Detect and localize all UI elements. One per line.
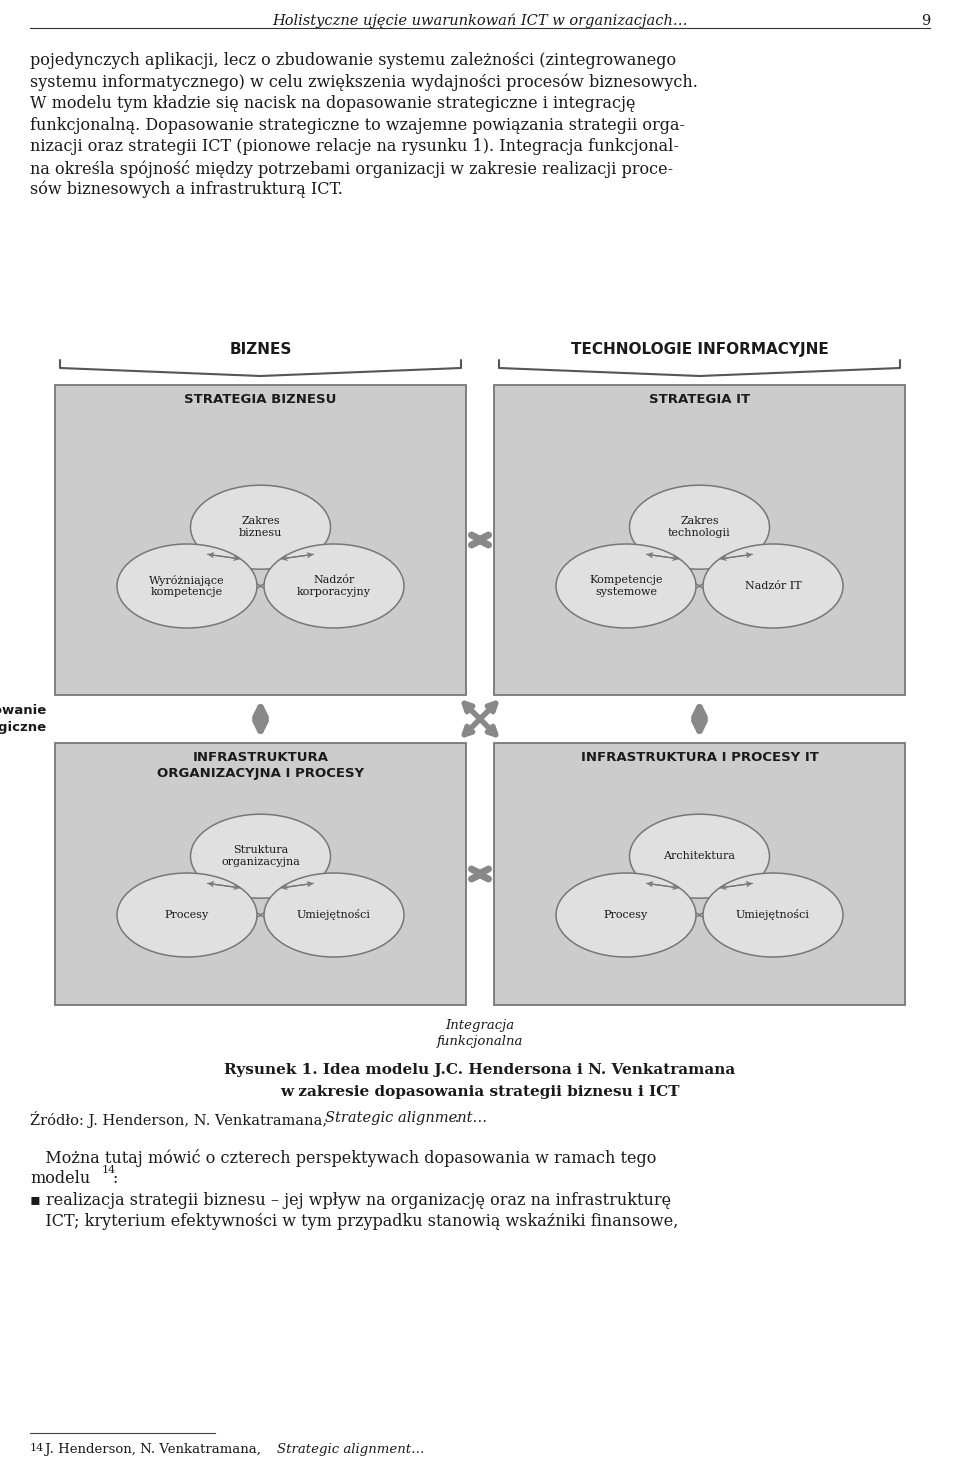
Text: ▪ realizacja strategii biznesu – jej wpływ na organizację oraz na infrastrukturę: ▪ realizacja strategii biznesu – jej wpł… <box>30 1192 671 1208</box>
Text: INFRASTRUKTURA I PROCESY IT: INFRASTRUKTURA I PROCESY IT <box>581 751 819 764</box>
Text: pojedynczych aplikacji, lecz o zbudowanie systemu zależności (zintegrowanego: pojedynczych aplikacji, lecz o zbudowani… <box>30 52 676 70</box>
Ellipse shape <box>264 544 404 628</box>
Text: Źródło: J. Henderson, N. Venkatramana,: Źródło: J. Henderson, N. Venkatramana, <box>30 1111 332 1129</box>
Text: funkcjonalną. Dopasowanie strategiczne to wzajemne powiązania strategii orga-: funkcjonalną. Dopasowanie strategiczne t… <box>30 117 685 133</box>
Bar <box>55 743 466 1006</box>
Text: Zakres
biznesu: Zakres biznesu <box>239 517 282 538</box>
Text: modelu: modelu <box>30 1170 90 1186</box>
Text: Kompetencje
systemowe: Kompetencje systemowe <box>589 575 662 597</box>
Ellipse shape <box>264 872 404 957</box>
Bar <box>55 385 466 695</box>
Text: Architektura: Architektura <box>663 852 735 860</box>
Text: TECHNOLOGIE INFORMACYJNE: TECHNOLOGIE INFORMACYJNE <box>570 342 828 357</box>
Text: J. Henderson, N. Venkatramana,: J. Henderson, N. Venkatramana, <box>41 1442 265 1456</box>
Text: Dopasowanie
strategiczne: Dopasowanie strategiczne <box>0 703 47 735</box>
Text: sów biznesowych a infrastrukturą ICT.: sów biznesowych a infrastrukturą ICT. <box>30 181 343 198</box>
Ellipse shape <box>117 872 257 957</box>
Text: w zakresie dopasowania strategii biznesu i ICT: w zakresie dopasowania strategii biznesu… <box>280 1086 680 1099</box>
Bar <box>494 743 905 1006</box>
Ellipse shape <box>556 872 696 957</box>
Text: 9: 9 <box>921 13 930 28</box>
Ellipse shape <box>703 872 843 957</box>
Text: :: : <box>112 1170 117 1186</box>
Text: Struktura
organizacyjna: Struktura organizacyjna <box>221 846 300 866</box>
Text: Procesy: Procesy <box>165 909 209 920</box>
Ellipse shape <box>703 544 843 628</box>
Ellipse shape <box>556 544 696 628</box>
Text: Umiejętności: Umiejętności <box>297 909 371 921</box>
Text: Nadzór
korporacyjny: Nadzór korporacyjny <box>297 575 371 597</box>
Text: Nadzór IT: Nadzór IT <box>745 581 802 591</box>
Text: Zakres
technologii: Zakres technologii <box>668 517 731 538</box>
Text: na określa spójność między potrzebami organizacji w zakresie realizacji proce-: na określa spójność między potrzebami or… <box>30 160 673 178</box>
Text: Rysunek 1. Idea modelu J.C. Hendersona i N. Venkatramana: Rysunek 1. Idea modelu J.C. Hendersona i… <box>225 1063 735 1077</box>
Ellipse shape <box>630 815 770 897</box>
Text: Integracja
funkcjonalna: Integracja funkcjonalna <box>437 1019 523 1049</box>
Text: Wyróżniające
kompetencje: Wyróżniające kompetencje <box>149 575 225 597</box>
Text: ICT; kryterium efektywności w tym przypadku stanowią wskaźniki finansowe,: ICT; kryterium efektywności w tym przypa… <box>30 1213 679 1231</box>
Text: BIZNES: BIZNES <box>229 342 292 357</box>
Ellipse shape <box>190 815 330 897</box>
Text: Strategic alignment…: Strategic alignment… <box>325 1111 487 1126</box>
Text: nizacji oraz strategii ICT (pionowe relacje na rysunku 1). Integracja funkcjonal: nizacji oraz strategii ICT (pionowe rela… <box>30 138 679 156</box>
Text: .: . <box>450 1111 459 1126</box>
Text: Holistyczne ujęcie uwarunkowań ICT w organizacjach…: Holistyczne ujęcie uwarunkowań ICT w org… <box>273 13 687 28</box>
Text: STRATEGIA BIZNESU: STRATEGIA BIZNESU <box>184 392 337 406</box>
Bar <box>494 385 905 695</box>
Text: W modelu tym kładzie się nacisk na dopasowanie strategiczne i integrację: W modelu tym kładzie się nacisk na dopas… <box>30 95 636 113</box>
Text: Procesy: Procesy <box>604 909 648 920</box>
Text: INFRASTRUKTURA
ORGANIZACYJNA I PROCESY: INFRASTRUKTURA ORGANIZACYJNA I PROCESY <box>156 751 364 780</box>
Text: Strategic alignment…: Strategic alignment… <box>277 1442 424 1456</box>
Ellipse shape <box>117 544 257 628</box>
Ellipse shape <box>630 486 770 569</box>
Text: Można tutaj mówić o czterech perspektywach dopasowania w ramach tego: Można tutaj mówić o czterech perspektywa… <box>30 1149 657 1167</box>
Text: systemu informatycznego) w celu zwiększenia wydajności procesów biznesowych.: systemu informatycznego) w celu zwiększe… <box>30 74 698 90</box>
Ellipse shape <box>190 486 330 569</box>
Text: 14: 14 <box>102 1166 116 1174</box>
Text: 14: 14 <box>30 1442 44 1453</box>
Text: STRATEGIA IT: STRATEGIA IT <box>649 392 750 406</box>
Text: Umiejętności: Umiejętności <box>736 909 810 921</box>
